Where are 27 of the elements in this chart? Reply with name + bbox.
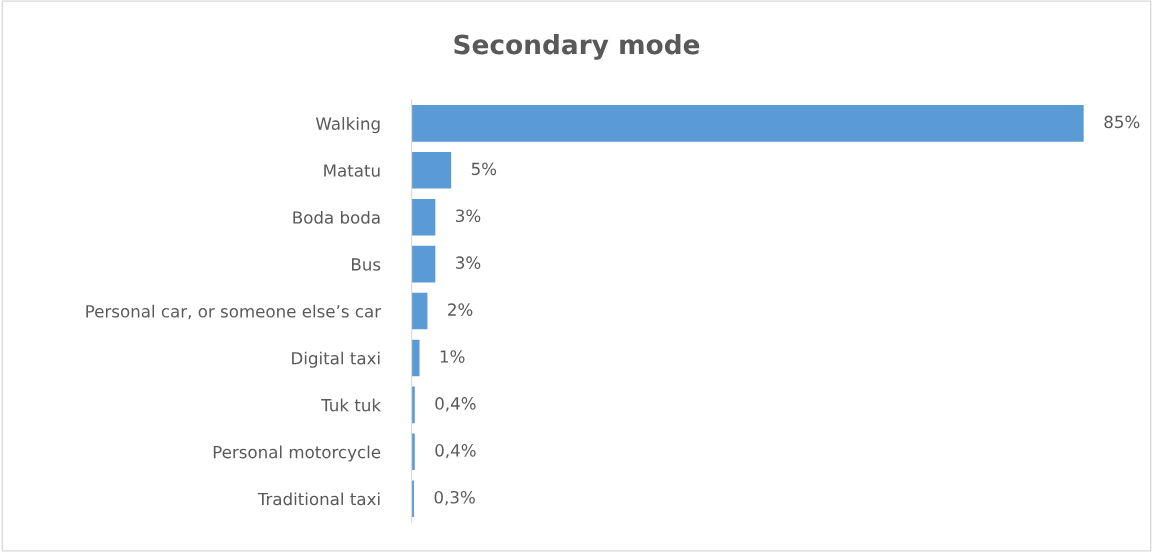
y-tick-label: Walking xyxy=(315,117,380,134)
y-tick-label: Bus xyxy=(352,258,381,271)
data-label: 1% xyxy=(440,350,465,363)
y-tick-label: Personal car, or someone else’s car xyxy=(86,304,382,320)
y-tick-label: Boda boda xyxy=(293,210,380,224)
y-tick-label: Matatu xyxy=(324,164,380,177)
data-label: 0,4% xyxy=(435,397,476,412)
bar xyxy=(411,292,428,330)
data-label: 3% xyxy=(456,256,481,269)
y-tick-label: Tuk tuk xyxy=(321,398,382,412)
bar xyxy=(411,245,436,283)
data-label: 0,4% xyxy=(435,444,476,459)
data-label: 85% xyxy=(1104,115,1140,129)
y-tick-label: Personal motorcycle xyxy=(213,445,381,462)
y-tick-label: Traditional taxi xyxy=(257,492,380,506)
data-label: 0,3% xyxy=(434,490,475,506)
bar xyxy=(411,339,420,377)
chart-title: Secondary mode xyxy=(454,34,700,60)
data-label: 5% xyxy=(471,162,497,176)
data-label: 3% xyxy=(456,209,481,223)
bar xyxy=(411,151,452,189)
y-tick-label: Digital taxi xyxy=(292,351,380,368)
bar xyxy=(411,198,436,236)
data-label: 2% xyxy=(448,303,473,316)
bar xyxy=(411,386,415,424)
bar xyxy=(411,105,1084,142)
bar xyxy=(411,433,415,471)
